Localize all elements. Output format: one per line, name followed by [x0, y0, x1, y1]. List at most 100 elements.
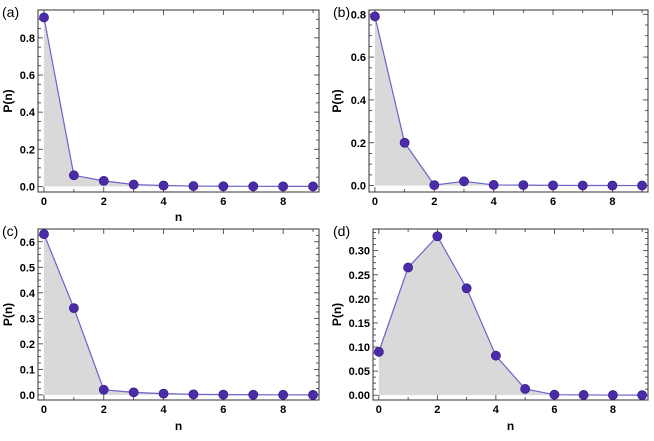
series-line: [374, 16, 643, 187]
x-tick-label: 6: [220, 404, 226, 416]
data-point: [308, 389, 318, 400]
data-point: [549, 389, 560, 400]
data-point: [459, 176, 469, 187]
data-point: [403, 262, 414, 273]
x-tick-label: 8: [610, 404, 616, 416]
data-point: [637, 390, 648, 401]
y-tick-label: 0.6: [20, 70, 35, 82]
area-fill: [43, 234, 314, 395]
data-point: [578, 390, 589, 400]
y-tick-label: 0.4: [351, 95, 367, 107]
data-point: [248, 389, 259, 400]
y-tick-label: 0.8: [351, 9, 366, 21]
x-axis-label: n: [175, 419, 182, 433]
y-tick-label: 0.05: [349, 366, 370, 378]
y-tick-label: 0.25: [349, 270, 370, 282]
y-tick-label: 0.2: [20, 144, 35, 156]
plot-frame: [37, 9, 320, 193]
data-point: [158, 388, 169, 399]
x-axis-label: n: [507, 419, 514, 433]
y-tick-label: 0.15: [349, 318, 370, 330]
y-tick-label: 0.30: [349, 246, 370, 258]
y-tick-label: 0.2: [351, 138, 366, 150]
x-tick-label: 0: [41, 196, 47, 208]
x-tick-label: 4: [160, 404, 167, 416]
data-point: [128, 179, 139, 190]
data-point: [373, 346, 384, 357]
series-line: [43, 233, 314, 396]
data-point: [218, 389, 229, 400]
series-line: [43, 17, 314, 188]
data-point: [518, 180, 529, 191]
x-tick-label: 6: [551, 404, 557, 416]
data-point: [577, 180, 588, 191]
data-point: [432, 231, 443, 242]
y-tick-label: 0.5: [20, 262, 35, 274]
y-tick-label: 0.00: [349, 390, 370, 402]
area-fill: [374, 16, 643, 186]
data-point: [278, 389, 289, 400]
data-point: [98, 384, 109, 395]
y-tick-label: 0.6: [20, 237, 35, 249]
x-axis-label: n: [175, 210, 182, 224]
y-axis-label: P(n): [1, 303, 15, 326]
panel-label: (c): [2, 223, 18, 239]
data-point: [461, 283, 472, 294]
area-fill: [378, 236, 643, 396]
area-fill: [43, 17, 314, 187]
x-tick-label: 8: [609, 196, 615, 208]
chart-panel-b: 0 2 4 6 8 0.0 0.2 0.4 0.6 0.8 P(n) (b): [330, 4, 649, 208]
data-point: [490, 350, 501, 361]
chart-panel-c: 0 2 4 6 8 0.0 0.1 0.2 0.3 0.4 0.5 0.6 n P(n) (c): [1, 223, 320, 433]
data-point: [399, 137, 410, 148]
data-point: [158, 180, 169, 191]
panel-label: (d): [333, 223, 350, 239]
y-axis-label: P(n): [1, 89, 15, 112]
y-tick-label: 0.4: [20, 107, 36, 119]
x-tick-label: 2: [434, 404, 440, 416]
data-point: [607, 390, 618, 400]
y-tick-label: 0.0: [20, 181, 35, 193]
y-tick-label: 0.10: [349, 342, 370, 354]
y-tick-label: 0.0: [351, 181, 366, 193]
x-tick-label: 2: [431, 196, 437, 208]
x-tick-label: 0: [376, 404, 382, 416]
y-tick-label: 0.6: [351, 52, 366, 64]
data-point: [607, 180, 618, 191]
data-point: [218, 181, 229, 192]
x-tick-label: 0: [41, 404, 47, 416]
panel-label: (a): [2, 4, 19, 20]
panel-label: (b): [333, 4, 350, 20]
data-point: [39, 12, 49, 23]
y-tick-label: 0.4: [20, 288, 36, 300]
x-tick-label: 4: [493, 404, 500, 416]
y-tick-label: 0.20: [349, 294, 370, 306]
data-point: [188, 181, 199, 191]
y-tick-label: 0.8: [20, 33, 35, 45]
x-tick-label: 8: [280, 404, 286, 416]
data-point: [188, 389, 199, 400]
data-point: [370, 11, 380, 22]
x-tick-label: 6: [550, 196, 556, 208]
x-tick-label: 4: [160, 196, 167, 208]
x-tick-label: 6: [220, 196, 226, 208]
data-point: [128, 387, 139, 398]
x-tick-label: 0: [372, 196, 378, 208]
chart-panel-d: 0 2 4 6 8 0.00 0.05 0.10 0.15 0.20 0.25 0.30 n P(n) (d…: [330, 223, 649, 433]
series-line: [378, 235, 643, 396]
data-point: [39, 229, 49, 240]
data-point: [488, 180, 499, 190]
y-axis-label: P(n): [330, 303, 344, 326]
x-tick-label: 4: [491, 196, 498, 208]
y-tick-label: 0.1: [20, 364, 35, 376]
x-tick-label: 2: [101, 404, 107, 416]
data-point: [278, 181, 289, 192]
data-point: [308, 181, 318, 192]
data-point: [548, 180, 558, 191]
data-point: [68, 303, 79, 314]
y-tick-label: 0.0: [20, 390, 35, 402]
y-tick-label: 0.3: [20, 313, 35, 325]
data-point: [429, 180, 440, 191]
